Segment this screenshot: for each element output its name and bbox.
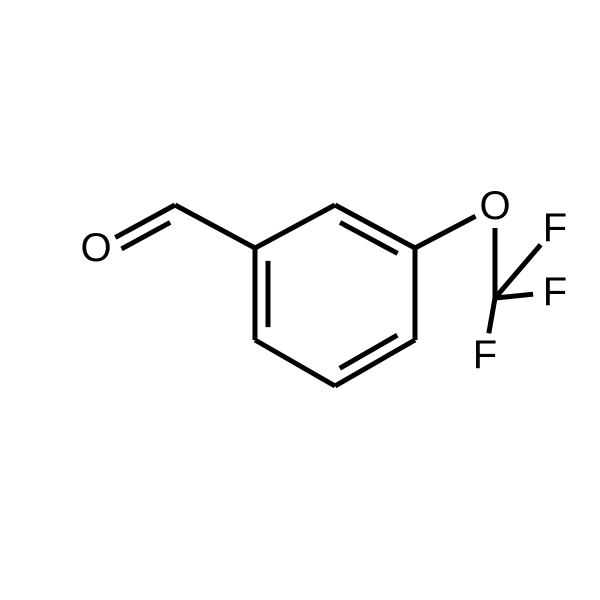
bond-line <box>115 205 175 237</box>
chemical-structure-diagram: OOFFF <box>0 0 600 600</box>
bond-line <box>175 205 255 248</box>
atom-label-F2: F <box>543 270 567 314</box>
bond-line <box>340 222 398 253</box>
bond-line <box>255 205 335 248</box>
bond-line <box>122 222 171 248</box>
bond-line <box>489 298 495 333</box>
atom-label-O2: O <box>479 184 510 228</box>
bond-line <box>495 245 541 298</box>
atom-label-F1: F <box>543 206 567 250</box>
bond-line <box>255 340 335 386</box>
bond-line <box>415 216 476 248</box>
bond-line <box>340 335 398 368</box>
atom-label-F3: F <box>473 333 497 377</box>
atom-label-O1: O <box>80 226 111 270</box>
